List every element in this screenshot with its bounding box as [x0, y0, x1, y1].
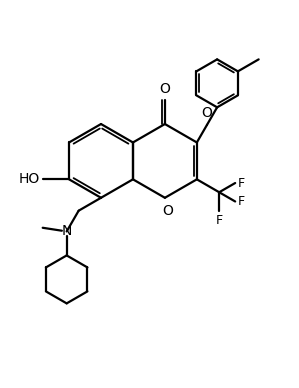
Text: N: N: [62, 224, 72, 239]
Text: O: O: [162, 204, 173, 218]
Text: F: F: [216, 215, 223, 227]
Text: F: F: [238, 195, 245, 208]
Text: F: F: [238, 177, 245, 189]
Text: O: O: [159, 82, 170, 96]
Text: HO: HO: [19, 172, 40, 186]
Text: O: O: [202, 106, 212, 120]
